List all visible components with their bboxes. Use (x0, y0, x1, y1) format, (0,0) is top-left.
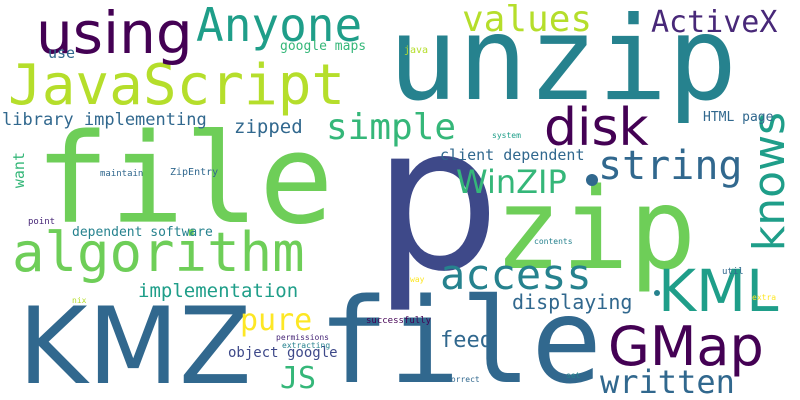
word-client-dependent: client dependent (440, 146, 585, 164)
dot-mark-small (654, 290, 660, 296)
word-javascript: JavaScript (8, 53, 346, 118)
word-extra: extra (752, 293, 777, 302)
word-extracting: extracting (282, 341, 331, 350)
word-gmap: GMap (608, 315, 764, 378)
word-point: point (28, 217, 56, 227)
word-feed: feed (440, 328, 493, 353)
word-way: way (410, 275, 425, 284)
word-algorithm: algorithm (12, 221, 305, 284)
word-p: p (373, 83, 500, 316)
word-permissions: permissions (276, 333, 329, 342)
word-successfully: successfully (366, 316, 432, 326)
dot-mark (586, 174, 598, 186)
word-file-big: file (35, 108, 334, 252)
word-values: values (462, 0, 593, 40)
word-contents: contents (534, 237, 573, 246)
word-zipentry: ZipEntry (170, 167, 219, 178)
word-js: JS (280, 361, 317, 396)
word-zip: zip (494, 165, 697, 295)
word-anyone: Anyone (196, 0, 363, 52)
word-string: string (598, 143, 743, 189)
word-displaying: displaying (512, 290, 633, 314)
word-nix: nix (72, 296, 87, 305)
word-knows: knows (744, 112, 795, 252)
word-java: java (404, 45, 429, 56)
word-util: util (722, 267, 744, 277)
word-written: written (600, 363, 735, 400)
word-html-page: HTML page (703, 110, 774, 125)
word-object-google: object google (228, 345, 338, 361)
word-dependent-software: dependent software (72, 225, 213, 240)
word-use: use (48, 44, 76, 62)
word-maintain: maintain (100, 169, 144, 179)
word-implementation: implementation (138, 280, 299, 302)
word-access: access (440, 250, 592, 299)
word-disk: disk (544, 98, 649, 158)
word-zipped: zipped (234, 116, 303, 138)
word-system: system (492, 131, 521, 140)
word-kmz: KMZ (18, 285, 252, 400)
word-set: set (566, 371, 581, 380)
word-winzip: WinZIP (456, 163, 567, 201)
word-pure: pure (240, 303, 313, 338)
word-unzip: unzip (388, 0, 738, 127)
word-activex: ActiveX (651, 5, 778, 40)
word-kml: KML (658, 257, 779, 325)
word-simple: simple (326, 107, 457, 148)
word-want: want (10, 152, 28, 189)
word-file-bottom: file (318, 272, 603, 400)
word-library-implementing: library implementing (2, 110, 207, 130)
word-correct: correct (446, 375, 480, 384)
word-google-maps: google maps (280, 39, 367, 54)
word-using: using (36, 0, 193, 67)
